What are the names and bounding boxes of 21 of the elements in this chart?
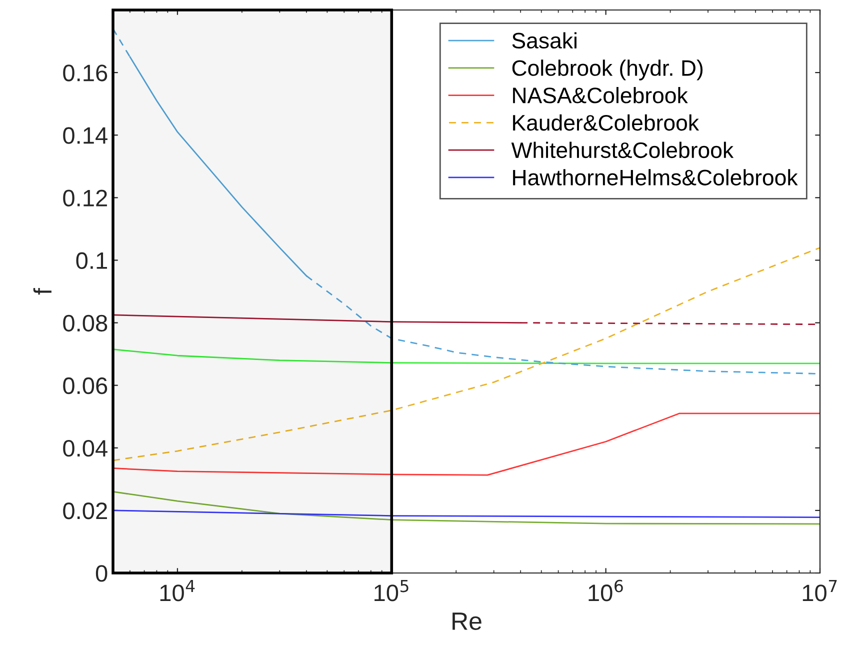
y-tick-label: 0.12 [63,190,107,206]
legend-label: Sasaki [512,32,576,49]
legend-label: NASA&Colebrook [513,86,688,104]
x-tick-label: 10$^{5}$ [374,580,408,602]
x-axis-title: Re [452,612,482,630]
legend-label: Kauder&Colebrook [513,114,700,131]
x-tick-label: 10$^{4}$ [160,580,195,602]
y-axis-title: f [33,288,52,295]
y-tick-label: 0.1 [76,252,107,270]
y-tick-label: 0.06 [63,377,108,394]
y-tick-label: 0 [96,565,108,582]
x-tick-label: 10$^{6}$ [588,580,623,602]
y-tick-label: 0.14 [63,127,108,144]
x-tick-label: 10$^{7}$ [802,580,837,602]
legend-label: Colebrook (hydr. D) [512,60,703,80]
legend-label: Whitehurst&Colebrook [511,142,734,158]
legend-label: HawthorneHelms&Colebrook [513,169,798,186]
y-tick-label: 0.04 [63,440,108,457]
y-tick-label: 0.08 [63,314,108,332]
y-tick-label: 0.16 [63,64,108,82]
y-tick-label: 0.02 [63,502,107,520]
